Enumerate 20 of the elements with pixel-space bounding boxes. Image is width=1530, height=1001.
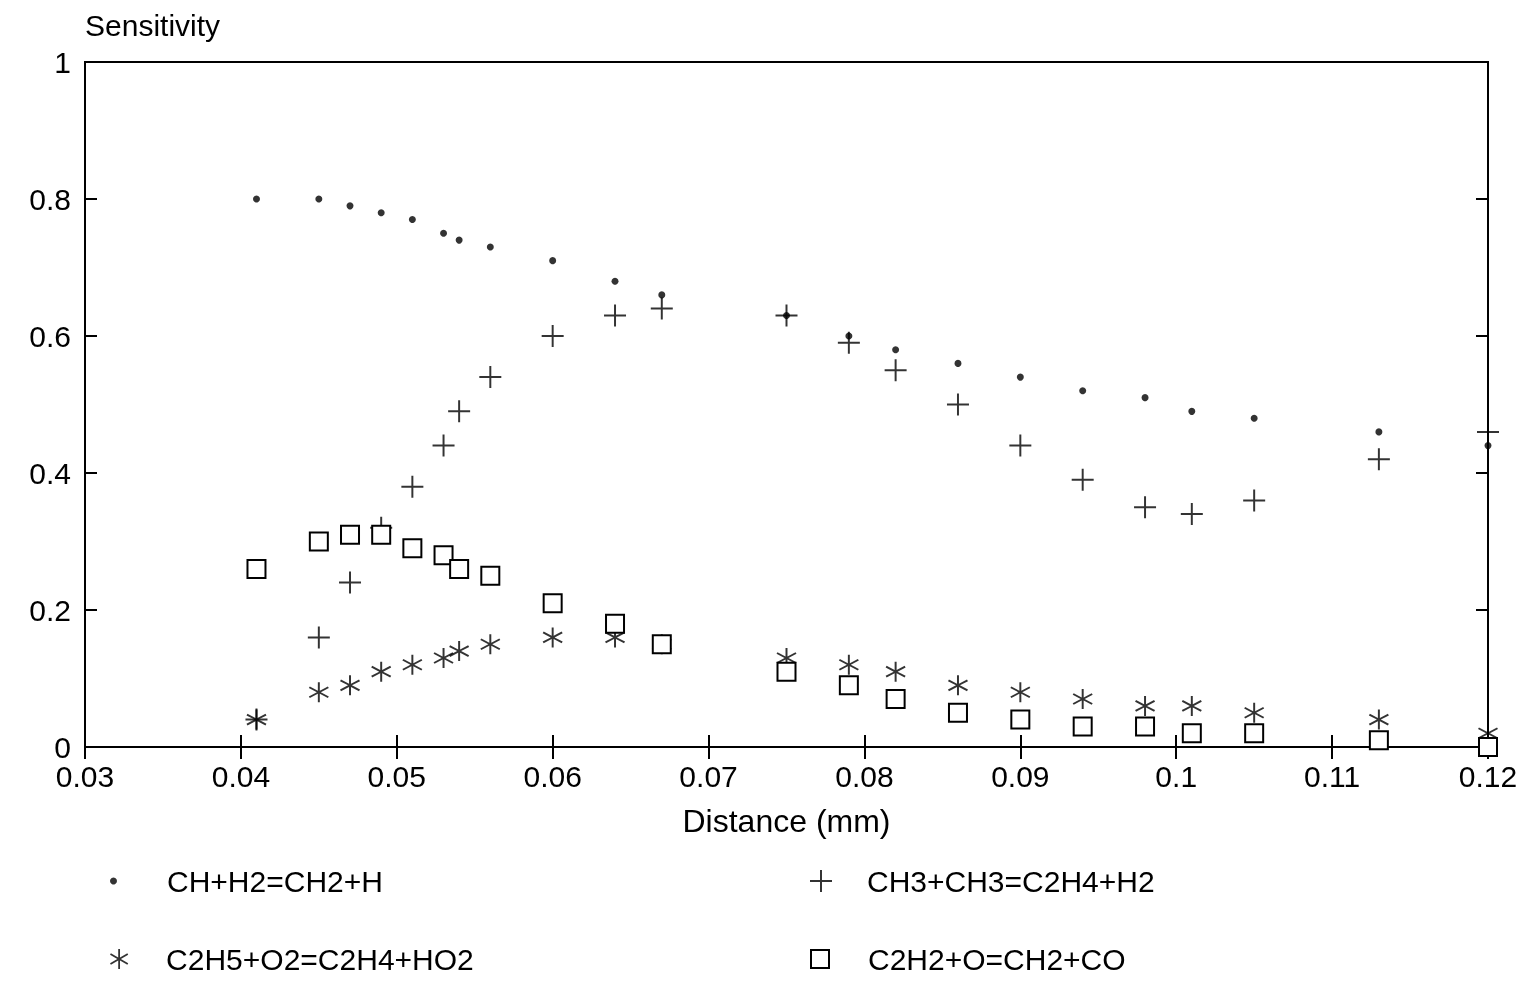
x-tick-label: 0.06: [523, 759, 582, 793]
x-axis-title: Distance (mm): [682, 803, 891, 839]
legend-label: CH3+CH3=C2H4+H2: [867, 864, 1155, 898]
x-tick-label: 0.05: [367, 759, 426, 793]
x-tick-label: 0.11: [1304, 759, 1361, 793]
y-tick-label: 0.4: [29, 456, 71, 490]
x-tick-label: 0.12: [1458, 759, 1518, 793]
x-tick-label: 0.1: [1155, 759, 1198, 793]
legend-label: C2H5+O2=C2H4+HO2: [166, 942, 474, 976]
x-tick-label: 0.04: [211, 759, 271, 793]
legend-label: CH+H2=CH2+H: [167, 864, 383, 898]
x-tick-label: 0.09: [991, 759, 1050, 793]
y-tick-label: 0.8: [29, 182, 71, 216]
y-tick-label: 0.6: [29, 319, 71, 353]
x-tick-label: 0.08: [835, 759, 894, 793]
y-tick-label: 0.2: [29, 593, 71, 627]
x-tick-label: 0.07: [679, 759, 738, 793]
y-axis-title: Sensitivity: [85, 8, 221, 42]
y-tick-label: 1: [54, 45, 71, 79]
legend-label: C2H2+O=CH2+CO: [868, 942, 1126, 976]
